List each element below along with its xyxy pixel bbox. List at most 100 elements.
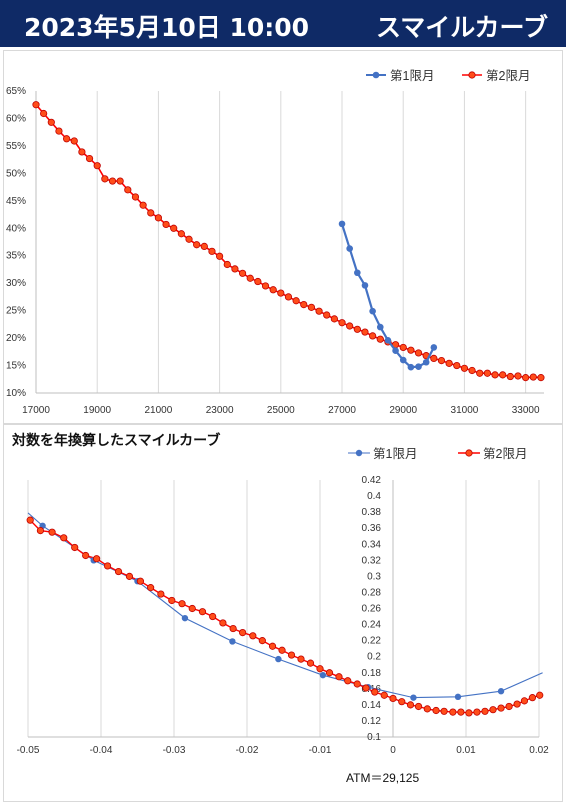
data-point-2nd-month <box>430 354 438 363</box>
data-point-2nd-month <box>284 293 293 301</box>
data-point-1st-month <box>422 358 430 366</box>
data-point-2nd-month <box>139 201 147 209</box>
header-bar: 2023年5月10日 10:00 スマイルカーブ <box>0 0 566 47</box>
data-point-2nd-month <box>216 252 224 260</box>
y-tick-label: 0.18 <box>362 668 382 679</box>
data-point-1st-month <box>338 220 346 228</box>
data-point-2nd-month <box>162 220 170 229</box>
y-tick-label: 60% <box>6 113 26 124</box>
data-point-2nd-month <box>70 137 78 145</box>
data-point-2nd-month <box>114 567 123 576</box>
y-tick-label: 50% <box>6 168 26 179</box>
data-point-2nd-month <box>520 697 529 705</box>
data-point-2nd-month <box>223 260 231 269</box>
data-point-2nd-month <box>287 651 296 659</box>
data-point-2nd-month <box>258 637 266 645</box>
y-tick-label: 0.28 <box>362 587 382 598</box>
data-point-2nd-month <box>371 688 379 696</box>
data-point-2nd-month <box>269 286 277 294</box>
data-point-2nd-month <box>178 600 186 608</box>
data-point-1st-month <box>346 245 353 252</box>
data-point-2nd-month <box>85 154 94 163</box>
data-point-2nd-month <box>48 528 56 536</box>
y-tick-label: 10% <box>6 388 26 399</box>
y-tick-label: 65% <box>6 86 26 97</box>
data-point-2nd-month <box>231 265 239 273</box>
data-point-2nd-month <box>154 214 163 222</box>
data-point-2nd-month <box>437 357 446 365</box>
data-point-2nd-month <box>476 369 484 377</box>
smile-curve-chart: 10% 15% 20% 25% 30% 35% 40% 45% 50% 55% 60% 65% 1700… <box>6 69 545 416</box>
data-point-1st-month <box>229 638 236 645</box>
y-tick-label: 40% <box>6 223 26 234</box>
data-point-2nd-month <box>93 162 101 170</box>
x-tick-label: -0.04 <box>90 745 113 756</box>
data-point-2nd-month <box>353 680 361 688</box>
data-point-2nd-month <box>116 177 124 185</box>
data-point-2nd-month <box>344 677 352 685</box>
data-point-2nd-month <box>449 708 457 716</box>
data-point-2nd-month <box>369 332 377 340</box>
data-point-2nd-month <box>278 646 286 654</box>
data-point-2nd-month <box>423 705 431 713</box>
series-line-1st-month <box>340 223 435 369</box>
legend-label-2nd-month: 第2限月 <box>486 69 530 83</box>
data-point-2nd-month <box>460 364 469 372</box>
data-point-2nd-month <box>147 584 155 592</box>
data-point-2nd-month <box>36 526 45 535</box>
data-point-1st-month <box>361 282 369 289</box>
data-point-2nd-month <box>323 311 331 319</box>
x-tick-label: 21000 <box>145 405 173 416</box>
data-point-2nd-month <box>209 612 217 621</box>
y-tick-label: 0.1 <box>367 732 381 743</box>
data-point-2nd-month <box>330 315 338 323</box>
data-point-2nd-month <box>407 346 415 354</box>
data-point-2nd-month <box>168 596 176 605</box>
data-point-2nd-month <box>506 372 514 381</box>
x-tick-label: 17000 <box>22 405 50 416</box>
data-point-1st-month <box>407 363 415 371</box>
y-tick-label: 25% <box>6 306 26 317</box>
data-point-2nd-month <box>200 242 208 250</box>
legend-label-1st-month: 第1限月 <box>390 69 434 83</box>
data-point-2nd-month <box>481 707 489 715</box>
x-tick-label: 27000 <box>328 405 356 416</box>
legend-swatch-marker-1st-month <box>355 449 363 457</box>
data-point-2nd-month <box>40 109 48 118</box>
data-point-2nd-month <box>26 516 34 524</box>
data-point-2nd-month <box>362 684 370 692</box>
data-point-2nd-month <box>414 349 423 357</box>
legend-label-1st-month: 第1限月 <box>373 447 417 461</box>
data-point-2nd-month <box>47 118 55 126</box>
x-tick-label: 25000 <box>267 405 295 416</box>
y-tick-label: 0.22 <box>362 636 382 647</box>
data-point-2nd-month <box>82 551 90 560</box>
y-tick-label: 15% <box>6 361 26 372</box>
y-tick-label: 0.12 <box>362 716 382 727</box>
data-point-2nd-month <box>389 694 397 703</box>
x-tick-label: 19000 <box>83 405 111 416</box>
atm-annotation: ATM＝29,125 <box>346 771 419 785</box>
header-date: 2023年5月10日 10:00 <box>24 13 310 42</box>
data-point-2nd-month <box>361 328 369 336</box>
data-point-2nd-month <box>483 369 491 377</box>
data-point-1st-month <box>430 344 438 351</box>
data-point-2nd-month <box>325 669 334 677</box>
data-point-2nd-month <box>131 193 140 201</box>
y-tick-label: 0.2 <box>367 652 381 663</box>
y-tick-label: 0.24 <box>362 620 382 631</box>
data-point-2nd-month <box>499 371 507 379</box>
data-point-2nd-month <box>188 604 196 613</box>
data-point-2nd-month <box>473 708 481 716</box>
data-point-2nd-month <box>300 300 308 309</box>
y-tick-label: 0.16 <box>362 684 382 695</box>
data-point-1st-month <box>454 693 462 701</box>
data-point-1st-month <box>354 269 361 277</box>
log-annualized-smile-chart: 対数を年換算したスマイルカーブ 0.1 0.12 0.14 0.16 0.18 0.2 0.2… <box>11 432 549 785</box>
data-point-2nd-month <box>136 577 145 585</box>
data-point-2nd-month <box>491 371 499 379</box>
data-point-1st-month <box>415 363 422 370</box>
data-point-2nd-month <box>465 709 473 717</box>
data-point-2nd-month <box>277 289 285 297</box>
